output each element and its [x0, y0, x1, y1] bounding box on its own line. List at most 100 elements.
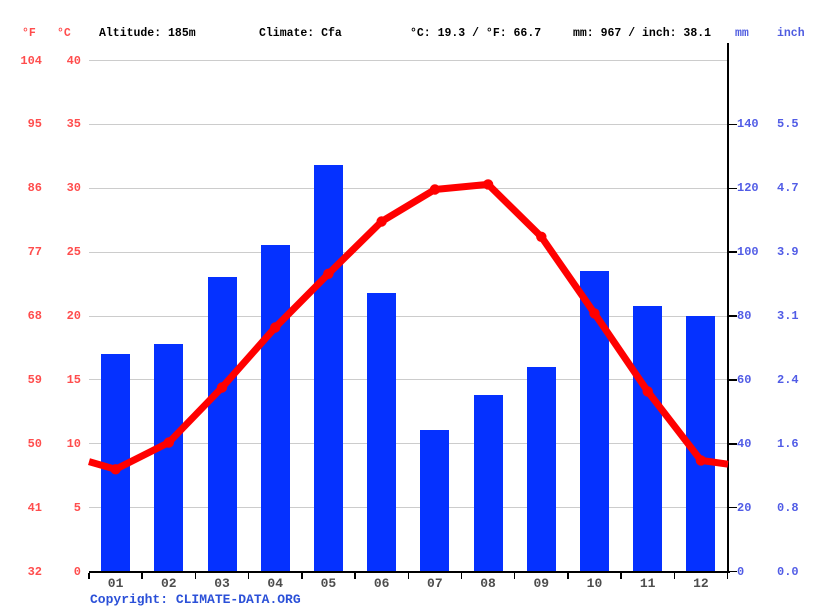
gridline [89, 443, 728, 445]
temperature-point [429, 184, 441, 195]
precipitation-bar [154, 344, 184, 571]
x-axis-tick [726, 572, 729, 579]
mm-tick-label: 120 [737, 181, 759, 196]
right-axis-tick [729, 251, 737, 253]
celsius-tick-label: 30 [66, 181, 81, 196]
gridline [89, 251, 728, 253]
avg-temperature-label: °C: 19.3 / °F: 66.7 [410, 27, 542, 40]
total-precip-label: mm: 967 / inch: 38.1 [573, 27, 712, 40]
x-axis-tick [567, 572, 569, 579]
temperature-point [323, 268, 334, 279]
gridline [89, 123, 728, 125]
fahrenheit-tick-label: 77 [27, 245, 42, 260]
x-axis-tick [247, 572, 250, 579]
right-axis-tick [729, 123, 737, 126]
temperature-point [642, 386, 653, 397]
month-label: 07 [427, 576, 443, 591]
x-axis-tick [620, 572, 622, 579]
inch-tick-label: 0.0 [777, 564, 799, 579]
climate-data-org-link[interactable]: CLIMATE-DATA.ORG [175, 592, 301, 607]
mm-tick-label: 60 [737, 372, 752, 387]
fahrenheit-tick-label: 50 [27, 436, 42, 451]
month-label: 06 [373, 576, 390, 591]
fahrenheit-tick-label: 59 [27, 372, 42, 387]
mm-tick-label: 0 [737, 564, 745, 579]
inch-tick-label: 3.1 [777, 309, 799, 323]
precipitation-bar [633, 305, 663, 571]
temperature-point [536, 231, 547, 242]
inch-tick-label: 3.9 [777, 245, 799, 260]
mm-axis-title: mm [735, 27, 749, 40]
x-axis-tick [513, 572, 516, 579]
celsius-tick-label: 35 [66, 117, 81, 132]
month-label: 04 [267, 576, 284, 591]
precipitation-bar [579, 270, 609, 571]
temperature-line [88, 180, 729, 473]
temperature-point [376, 216, 387, 227]
fahrenheit-tick-label: 95 [27, 117, 42, 132]
month-label: 11 [639, 576, 656, 591]
fahrenheit-tick-label: 104 [20, 53, 42, 68]
x-axis-tick [354, 572, 356, 579]
month-label: 10 [586, 576, 603, 591]
celsius-tick-label: 5 [73, 500, 81, 515]
right-axis-tick [729, 570, 737, 573]
fahrenheit-tick-label: 68 [27, 309, 42, 323]
temperature-point [482, 179, 494, 190]
x-axis-tick [88, 572, 90, 579]
x-axis-tick [460, 572, 463, 579]
gridline [89, 379, 728, 381]
celsius-tick-label: 15 [66, 372, 81, 387]
gridline [89, 60, 728, 61]
right-axis-tick [729, 315, 737, 317]
fahrenheit-tick-label: 32 [27, 564, 42, 579]
right-axis-tick [729, 379, 737, 381]
celsius-axis-title: °C [57, 27, 71, 40]
inch-tick-label: 0.8 [777, 500, 799, 515]
altitude-label: Altitude: 185m [99, 27, 196, 40]
fahrenheit-axis-title: °F [22, 27, 36, 40]
precipitation-bar [526, 366, 556, 571]
x-axis-tick [407, 572, 409, 579]
month-label: 05 [320, 576, 337, 591]
right-axis-tick [729, 506, 737, 509]
copyright-label: Copyright: [90, 592, 176, 607]
gridline [89, 187, 728, 189]
mm-tick-label: 100 [737, 245, 759, 260]
celsius-tick-label: 20 [66, 309, 81, 323]
celsius-tick-label: 25 [66, 245, 81, 260]
temperature-point [216, 382, 228, 393]
precipitation-bar [367, 293, 397, 571]
precipitation-bar [420, 430, 450, 571]
gridline [89, 315, 728, 317]
right-axis-line [727, 43, 729, 573]
inch-tick-label: 1.6 [777, 436, 799, 451]
temperature-point [110, 464, 121, 475]
celsius-tick-label: 0 [73, 564, 81, 579]
right-axis-tick [729, 187, 737, 189]
precipitation-bar [313, 165, 343, 571]
x-axis-tick [194, 572, 197, 579]
climate-class-label: Climate: Cfa [259, 27, 342, 40]
month-label: 12 [693, 576, 709, 591]
x-axis-tick [141, 572, 143, 579]
precipitation-bar [207, 277, 237, 571]
inch-tick-label: 5.5 [777, 117, 799, 132]
fahrenheit-tick-label: 41 [27, 500, 42, 515]
month-label: 09 [533, 576, 550, 591]
temperature-point [589, 308, 600, 319]
copyright: Copyright: CLIMATE-DATA.ORG [90, 592, 301, 607]
precipitation-bar [260, 245, 290, 571]
temperature-point [163, 437, 174, 448]
temperature-point [270, 322, 281, 333]
month-label: 01 [107, 576, 124, 591]
month-label: 02 [161, 576, 177, 591]
inch-tick-label: 4.7 [777, 181, 799, 196]
inch-axis-title: inch [777, 27, 805, 40]
mm-tick-label: 20 [737, 500, 752, 515]
inch-tick-label: 2.4 [777, 372, 799, 387]
x-axis-tick [301, 572, 303, 579]
x-axis-line [88, 570, 730, 573]
